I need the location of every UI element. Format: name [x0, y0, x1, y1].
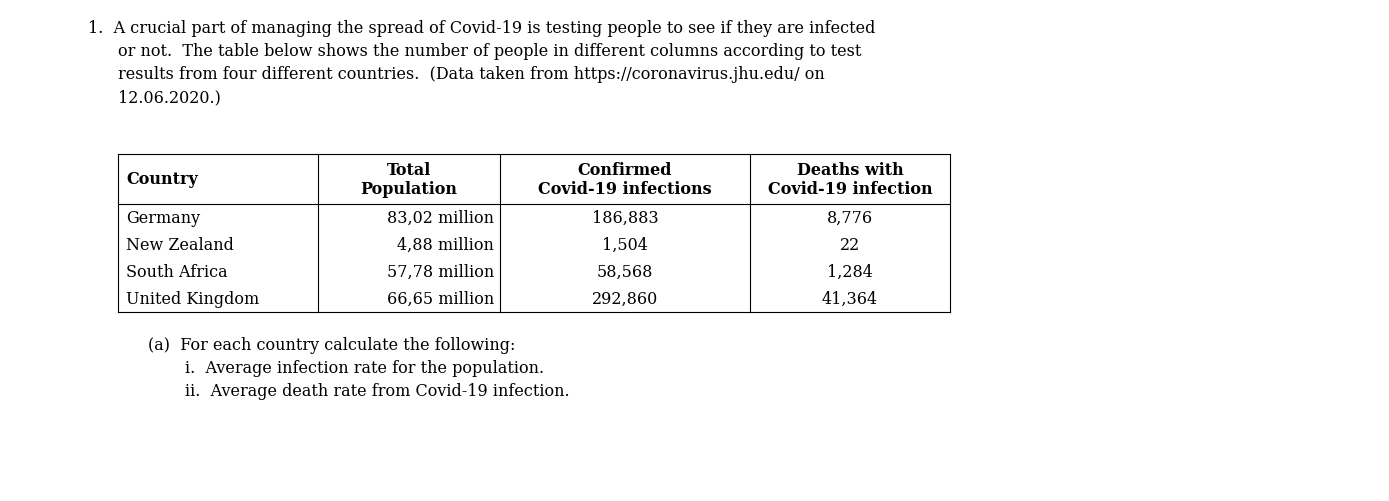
Text: i.  Average infection rate for the population.: i. Average infection rate for the popula…	[185, 359, 544, 376]
Text: Country: Country	[126, 171, 197, 188]
Text: 1,504: 1,504	[601, 236, 647, 254]
Text: Covid-19 infection: Covid-19 infection	[768, 181, 932, 197]
Text: ii.  Average death rate from Covid-19 infection.: ii. Average death rate from Covid-19 inf…	[185, 382, 569, 399]
Text: 22: 22	[840, 236, 860, 254]
Text: New Zealand: New Zealand	[126, 236, 233, 254]
Text: 12.06.2020.): 12.06.2020.)	[118, 89, 221, 106]
Text: 4,88 million: 4,88 million	[397, 236, 494, 254]
Text: results from four different countries.  (Data taken from https://coronavirus.jhu: results from four different countries. (…	[118, 66, 825, 83]
Text: 58,568: 58,568	[597, 264, 653, 281]
Text: 1,284: 1,284	[826, 264, 872, 281]
Text: Covid-19 infections: Covid-19 infections	[538, 181, 711, 197]
Text: Total: Total	[388, 162, 431, 179]
Text: or not.  The table below shows the number of people in different columns accordi: or not. The table below shows the number…	[118, 43, 861, 60]
Text: Population: Population	[361, 181, 457, 197]
Text: Confirmed: Confirmed	[578, 162, 672, 179]
Text: 66,65 million: 66,65 million	[386, 291, 494, 308]
Text: (a)  For each country calculate the following:: (a) For each country calculate the follo…	[149, 336, 515, 353]
Text: Deaths with: Deaths with	[797, 162, 903, 179]
Text: 41,364: 41,364	[822, 291, 878, 308]
Text: 57,78 million: 57,78 million	[386, 264, 494, 281]
Text: United Kingdom: United Kingdom	[126, 291, 260, 308]
Text: 1.  A crucial part of managing the spread of Covid-19 is testing people to see i: 1. A crucial part of managing the spread…	[88, 20, 875, 37]
Text: 8,776: 8,776	[826, 209, 874, 226]
Text: 292,860: 292,860	[592, 291, 658, 308]
Text: 186,883: 186,883	[592, 209, 658, 226]
Text: 83,02 million: 83,02 million	[388, 209, 494, 226]
Text: Germany: Germany	[126, 209, 200, 226]
Text: South Africa: South Africa	[126, 264, 228, 281]
